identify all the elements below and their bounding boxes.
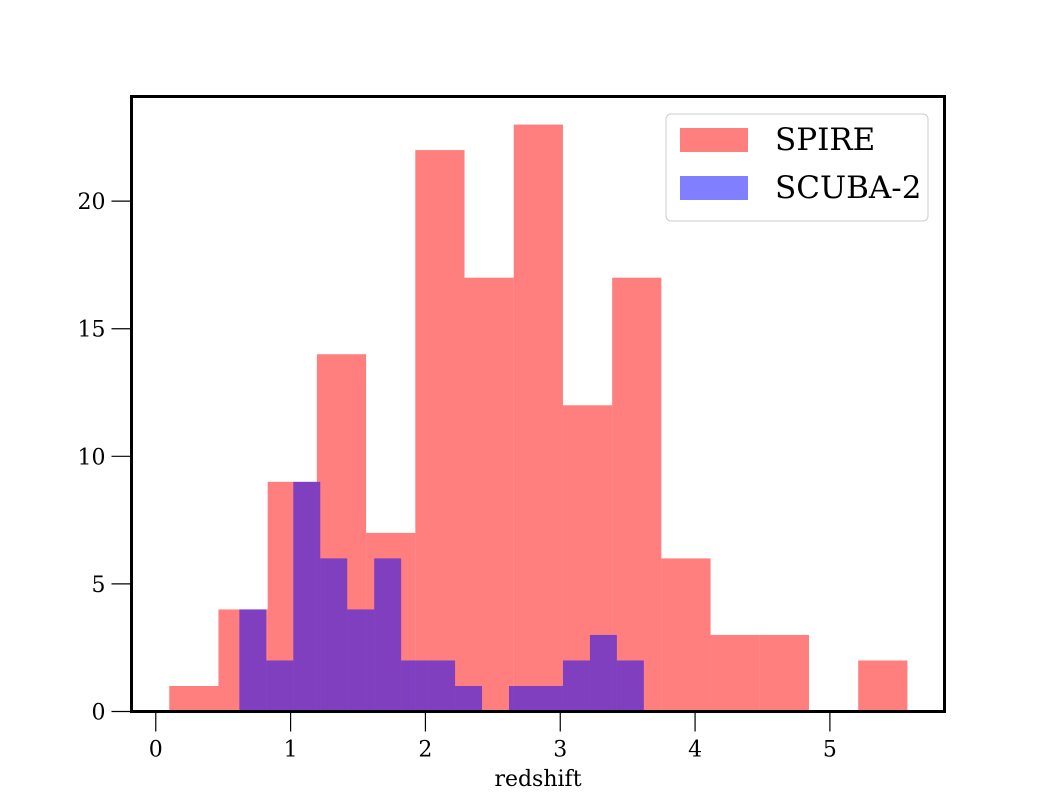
x-tick-label: 5 bbox=[823, 738, 837, 763]
x-axis: 0 1 2 3 4 5 bbox=[149, 711, 837, 763]
spire-bar bbox=[661, 558, 711, 712]
scuba-2-bar bbox=[455, 685, 483, 712]
y-axis: 0 5 10 15 20 bbox=[78, 190, 132, 726]
scuba-2-bar bbox=[320, 558, 348, 712]
spire-bar bbox=[612, 277, 662, 712]
plot-frame bbox=[130, 95, 946, 713]
y-tick-label: 5 bbox=[92, 573, 106, 598]
spire-bar bbox=[464, 277, 514, 712]
scuba-2-bar bbox=[266, 660, 294, 712]
legend-swatch-spire bbox=[680, 128, 748, 152]
scuba-2-bar bbox=[239, 609, 267, 712]
scuba-2-bar bbox=[347, 609, 375, 712]
x-tick-label: 3 bbox=[553, 738, 567, 763]
legend-swatch-scuba-2 bbox=[680, 176, 748, 200]
spire-bar bbox=[759, 634, 809, 712]
scuba-2-series bbox=[239, 481, 644, 712]
scuba-2-bar bbox=[401, 660, 429, 712]
spire-bar bbox=[169, 685, 219, 712]
legend: SPIRE SCUBA-2 bbox=[665, 113, 929, 222]
y-tick-label: 10 bbox=[78, 445, 106, 470]
scuba-2-bar bbox=[562, 660, 590, 712]
spire-bar bbox=[415, 150, 465, 712]
x-axis-label: redshift bbox=[494, 767, 581, 792]
x-tick-label: 2 bbox=[418, 738, 432, 763]
scuba-2-bar bbox=[589, 634, 617, 712]
x-tick-label: 1 bbox=[284, 738, 298, 763]
scuba-2-bar bbox=[616, 660, 644, 712]
x-tick-label: 0 bbox=[149, 738, 163, 763]
scuba-2-bar bbox=[509, 685, 536, 712]
scuba-2-bar bbox=[428, 660, 456, 712]
legend-label-spire: SPIRE bbox=[775, 122, 875, 158]
legend-label-scuba-2: SCUBA-2 bbox=[775, 170, 921, 206]
y-tick-label: 20 bbox=[78, 190, 106, 215]
spire-bar bbox=[858, 660, 908, 712]
spire-bar bbox=[513, 124, 563, 712]
y-tick-label: 0 bbox=[92, 701, 106, 726]
scuba-2-bar bbox=[293, 481, 321, 712]
y-tick-label: 15 bbox=[78, 318, 106, 343]
scuba-2-bar bbox=[535, 685, 563, 712]
x-tick-label: 4 bbox=[688, 738, 702, 763]
bars-layer bbox=[169, 124, 908, 712]
spire-bar bbox=[710, 634, 760, 712]
scuba-2-bar bbox=[374, 558, 402, 712]
